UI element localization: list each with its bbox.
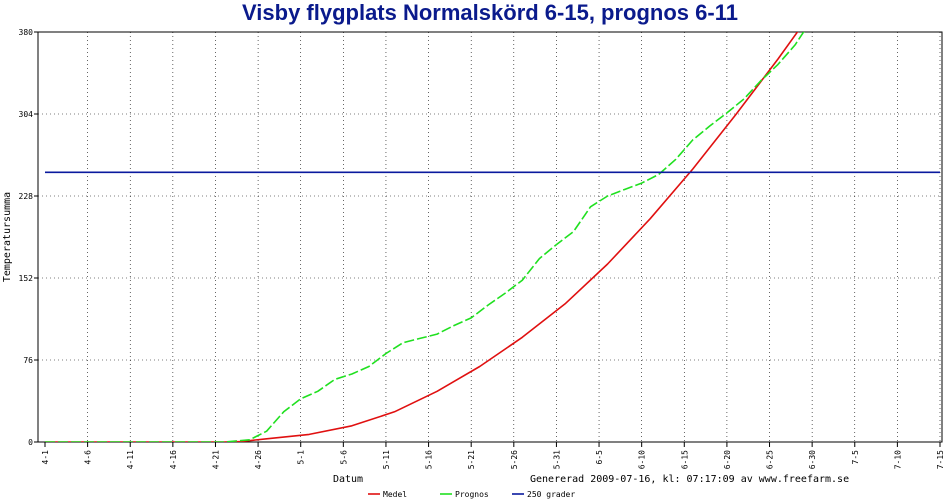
plot-frame [37,31,943,443]
footer-text: Genererad 2009-07-16, kl: 07:17:09 av ww… [530,474,849,485]
x-tick-label: 4-26 [254,450,263,469]
x-tick-label: 5-11 [382,450,391,469]
x-tick-label: 6-15 [680,450,689,469]
y-tick-label: 304 [19,110,34,119]
x-tick-label: 6-30 [808,450,817,469]
x-axis-label: Datum [333,474,363,485]
x-tick-label: 4-21 [211,450,220,469]
x-tick-label: 5-21 [467,450,476,469]
x-tick-label: 5-1 [297,450,306,465]
y-tick-label: 228 [19,192,34,201]
x-tick-label: 7-10 [893,450,902,469]
series-line [45,32,799,442]
x-tick-label: 5-26 [510,450,519,469]
y-tick-label: 380 [19,28,34,37]
x-axis: 4-1 4-6 4-11 4-16 4-21 4-26 5-1 5-6 5-11 5-16 5-21… [41,442,945,469]
legend-label: Prognos [455,490,489,499]
x-tick-label: 4-16 [169,450,178,469]
x-tick-label: 5-6 [339,450,348,465]
x-tick-label: 6-10 [638,450,647,469]
x-tick-label: 4-6 [84,450,93,465]
x-tick-label: 6-20 [723,450,732,469]
x-tick-label: 7-15 [936,450,945,469]
series-layer [45,32,940,442]
x-tick-label: 6-25 [766,450,775,469]
y-axis: 0 76 152 228 304 380 [19,28,38,447]
chart-title: Visby flygplats Normalskörd 6-15, progno… [242,0,738,25]
x-tick-label: 6-5 [595,450,604,465]
legend-label: 250 grader [527,490,575,499]
legend-label: Medel [383,490,407,499]
y-tick-label: 152 [19,274,34,283]
y-axis-label: Temperatursumma [2,192,13,282]
grid [38,32,942,442]
x-tick-label: 4-1 [41,450,50,465]
legend: Medel Prognos 250 grader [368,490,575,499]
x-tick-label: 7-5 [851,450,860,465]
x-tick-label: 5-16 [425,450,434,469]
x-tick-label: 4-11 [126,450,135,469]
y-tick-label: 0 [28,438,33,447]
x-tick-label: 5-31 [552,450,561,469]
series-line [45,32,805,442]
y-tick-label: 76 [23,356,33,365]
